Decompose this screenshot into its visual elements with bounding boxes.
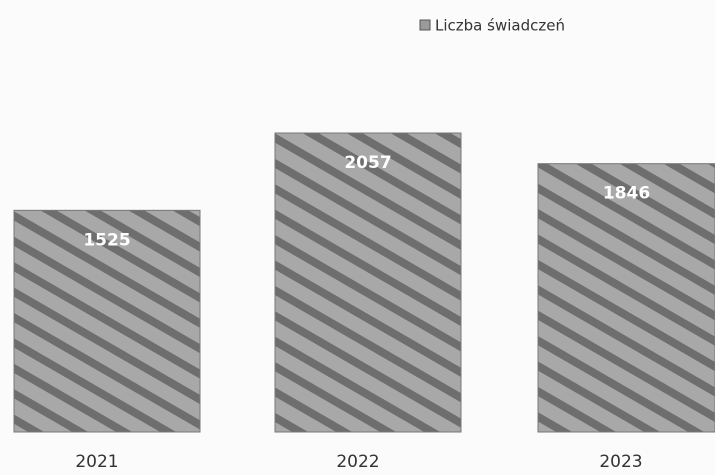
bar <box>537 163 715 433</box>
bar <box>274 132 462 433</box>
x-tick-label: 2022 <box>336 452 379 472</box>
data-label: 2057 <box>344 153 391 173</box>
legend-swatch <box>419 19 431 31</box>
data-label: 1846 <box>603 184 650 204</box>
x-tick-label: 2021 <box>75 452 118 472</box>
x-tick-label: 2023 <box>599 452 642 472</box>
bar <box>13 209 201 433</box>
data-label: 1525 <box>83 230 130 250</box>
legend-label: Liczba świadczeń <box>435 17 565 35</box>
